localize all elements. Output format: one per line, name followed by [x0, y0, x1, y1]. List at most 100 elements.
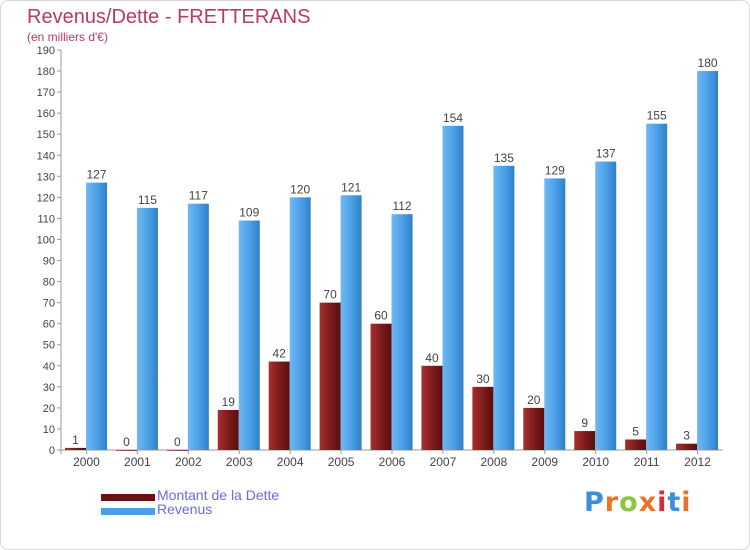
data-label-debt: 60 [374, 309, 388, 323]
bar-debt [268, 361, 290, 450]
x-tick-label: 2010 [582, 455, 609, 469]
data-label-debt: 19 [222, 395, 236, 409]
bar-debt [472, 386, 494, 450]
y-tick-label: 150 [37, 129, 55, 141]
bar-revenue [238, 220, 260, 450]
y-tick-label: 70 [43, 298, 55, 310]
bar-revenue [340, 195, 362, 450]
bar-debt [523, 407, 545, 450]
data-label-debt: 5 [632, 424, 639, 438]
y-tick-label: 100 [37, 234, 55, 246]
data-label-debt: 20 [527, 393, 541, 407]
bar-revenue [136, 207, 158, 450]
bar-debt [319, 302, 341, 450]
bar-revenue [187, 203, 209, 450]
x-tick-label: 2004 [277, 455, 304, 469]
data-label-revenue: 117 [189, 189, 208, 203]
x-tick-label: 2009 [531, 455, 558, 469]
bar-revenue [697, 71, 719, 450]
bar-revenue [544, 178, 566, 450]
y-tick-label: 10 [43, 424, 55, 436]
data-label-debt: 42 [273, 347, 287, 361]
x-tick-label: 2011 [634, 455, 660, 469]
y-tick-label: 20 [43, 403, 55, 415]
data-label-debt: 70 [323, 288, 337, 302]
bar-revenue [391, 214, 413, 450]
y-tick-label: 140 [37, 150, 55, 162]
data-label-revenue: 120 [290, 182, 310, 196]
data-label-revenue: 155 [647, 109, 667, 123]
y-tick-label: 110 [37, 213, 55, 225]
legend-swatch-debt [101, 494, 155, 501]
data-label-revenue: 137 [596, 147, 616, 161]
labels: 1 127 0 115 0 117 19 109 42 120 70 121 60 112 40 154 30 1… [72, 56, 718, 449]
y-tick-label: 130 [37, 171, 55, 183]
data-label-revenue: 154 [443, 111, 463, 125]
y-tick-label: 50 [43, 340, 55, 352]
x-tick-label: 2012 [684, 455, 711, 469]
x-tick-label: 2001 [124, 455, 151, 469]
y-tick-label: 30 [43, 382, 55, 394]
data-label-debt: 1 [72, 433, 79, 447]
bar-revenue [289, 197, 311, 450]
brand-letter: P [584, 487, 605, 518]
brand-letter: t [667, 487, 682, 518]
brand-letter: r [604, 487, 620, 518]
bars [65, 71, 719, 451]
y-tick-label: 90 [43, 256, 55, 268]
y-tick-label: 170 [37, 87, 55, 99]
bar-debt [166, 450, 188, 451]
legend-swatch-revenue [101, 508, 155, 515]
bar-revenue [86, 182, 107, 450]
x-tick-label: 2005 [328, 455, 355, 469]
brand-letter: i [657, 487, 668, 518]
data-label-debt: 0 [123, 435, 130, 449]
y-tick-label: 190 [37, 45, 55, 57]
y-tick-label: 0 [49, 445, 55, 457]
data-label-debt: 40 [425, 351, 439, 365]
y-tick-label: 40 [43, 361, 55, 373]
brand-letter: x [638, 487, 658, 518]
y-tick-label: 80 [43, 277, 55, 289]
bar-revenue [493, 165, 515, 450]
brand-letter: o [619, 487, 639, 518]
x-tick-label: 2006 [379, 455, 406, 469]
data-label-revenue: 109 [239, 206, 259, 220]
bar-debt [115, 450, 137, 451]
bar-revenue [595, 161, 617, 450]
bar-debt [217, 410, 239, 450]
y-tick-label: 60 [43, 319, 55, 331]
brand-letter: i [681, 487, 692, 518]
data-label-revenue: 180 [698, 56, 718, 70]
data-label-revenue: 121 [341, 180, 361, 194]
x-tick-label: 2002 [175, 455, 202, 469]
brand-logo: Proxiti [584, 487, 692, 518]
bar-debt [370, 323, 392, 450]
bar-revenue [442, 125, 464, 450]
bar-debt [574, 431, 596, 450]
bar-debt [421, 365, 443, 450]
data-label-revenue: 129 [545, 163, 565, 177]
legend-label-debt: Montant de la Dette [157, 487, 280, 503]
bar-debt [676, 443, 698, 450]
bar-debt [65, 447, 86, 450]
data-label-debt: 30 [476, 372, 490, 386]
data-label-revenue: 115 [138, 193, 157, 207]
x-tick-label: 2003 [226, 455, 253, 469]
data-label-debt: 9 [581, 416, 588, 430]
y-tick-label: 120 [37, 192, 55, 204]
x-tick-label: 2000 [73, 455, 100, 469]
data-label-debt: 0 [174, 435, 181, 449]
data-label-debt: 3 [683, 429, 690, 443]
x-tick-label: 2007 [430, 455, 457, 469]
data-label-revenue: 112 [392, 199, 411, 213]
y-tick-label: 160 [37, 108, 55, 120]
chart-title: Revenus/Dette - FRETTERANS [27, 6, 311, 28]
data-label-revenue: 127 [86, 168, 106, 182]
bar-debt [625, 439, 647, 450]
bar-revenue [646, 123, 668, 451]
data-label-revenue: 135 [494, 151, 514, 165]
y-tick-label: 180 [37, 66, 55, 78]
